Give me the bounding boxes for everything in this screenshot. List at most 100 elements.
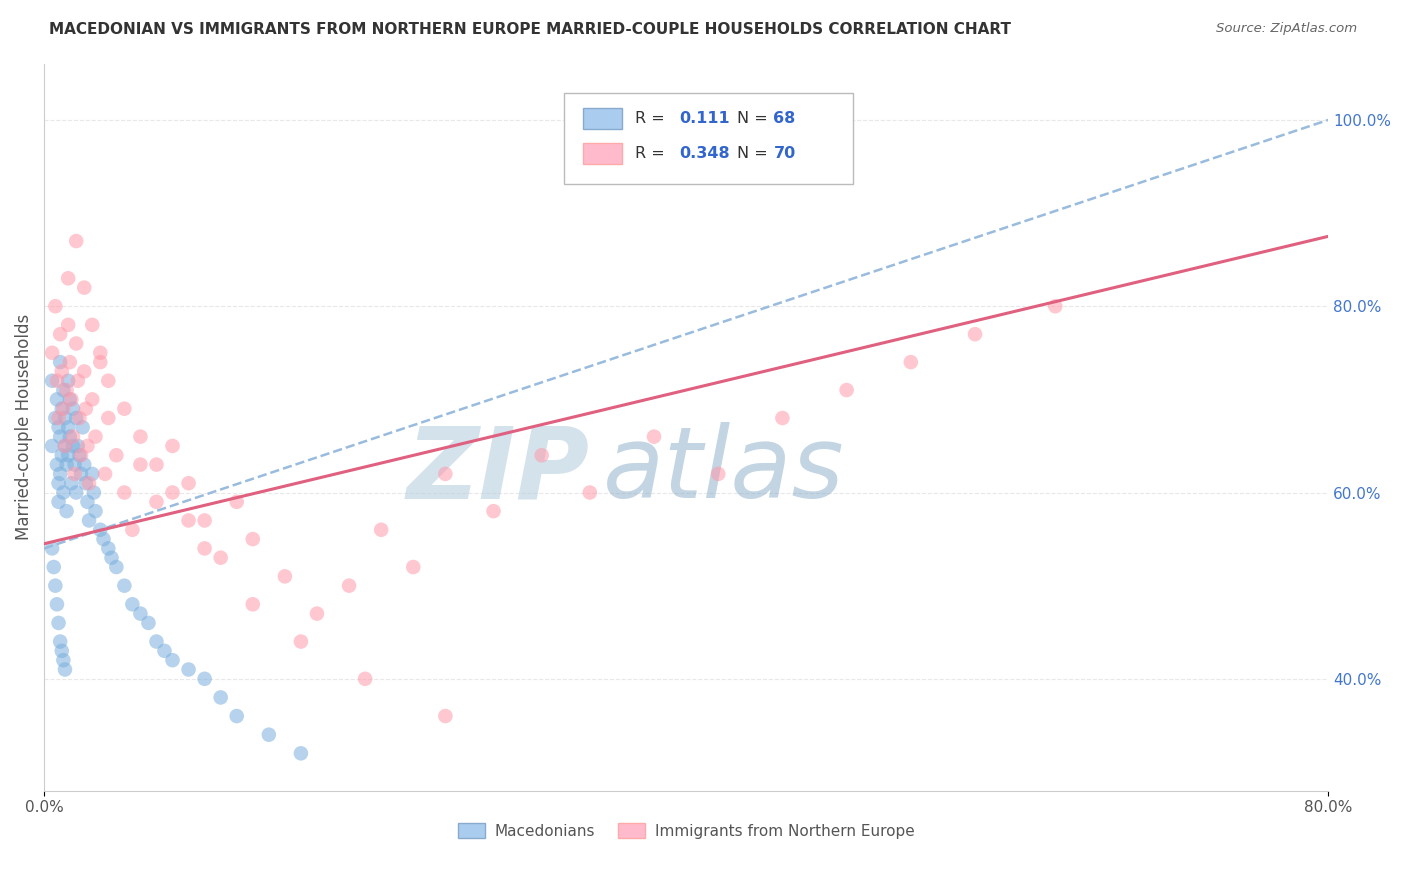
Point	[112, 401, 135, 416]
Point	[153, 644, 176, 658]
Point	[290, 747, 312, 761]
Point	[49, 467, 72, 481]
Point	[290, 634, 312, 648]
Point	[121, 597, 143, 611]
Point	[66, 374, 89, 388]
Text: 0.111: 0.111	[679, 111, 730, 126]
Point	[482, 504, 505, 518]
Point	[83, 485, 105, 500]
Y-axis label: Married-couple Households: Married-couple Households	[15, 314, 32, 541]
Point	[49, 634, 72, 648]
Point	[242, 532, 264, 546]
Point	[835, 383, 858, 397]
Point	[62, 439, 84, 453]
Point	[55, 504, 77, 518]
Point	[73, 458, 96, 472]
Point	[354, 672, 377, 686]
Text: atlas: atlas	[603, 423, 844, 519]
Point	[770, 411, 793, 425]
Point	[177, 513, 200, 527]
Point	[65, 234, 87, 248]
Point	[274, 569, 297, 583]
Point	[48, 476, 70, 491]
Text: R =: R =	[634, 146, 665, 161]
FancyBboxPatch shape	[583, 108, 621, 128]
Point	[65, 411, 87, 425]
Point	[53, 663, 76, 677]
Point	[55, 383, 77, 397]
Point	[53, 411, 76, 425]
Point	[177, 663, 200, 677]
Point	[97, 374, 120, 388]
Point	[89, 346, 111, 360]
Point	[49, 429, 72, 443]
Point	[225, 495, 247, 509]
Point	[75, 401, 97, 416]
FancyBboxPatch shape	[564, 93, 853, 184]
Point	[52, 485, 75, 500]
Point	[48, 615, 70, 630]
Point	[51, 644, 73, 658]
Point	[62, 429, 84, 443]
Point	[105, 448, 128, 462]
Point	[84, 504, 107, 518]
Point	[82, 392, 104, 407]
Point	[44, 411, 66, 425]
Point	[145, 634, 167, 648]
Point	[67, 448, 90, 462]
Point	[579, 485, 602, 500]
Point	[194, 541, 217, 556]
Point	[94, 467, 117, 481]
Point	[402, 560, 425, 574]
Point	[46, 458, 69, 472]
Point	[60, 392, 83, 407]
Point	[194, 513, 217, 527]
Point	[63, 467, 86, 481]
Point	[963, 327, 986, 342]
Text: N =: N =	[738, 111, 768, 126]
Point	[48, 495, 70, 509]
Point	[145, 495, 167, 509]
Point	[51, 364, 73, 378]
Point	[643, 429, 665, 443]
Point	[121, 523, 143, 537]
Point	[112, 485, 135, 500]
Point	[138, 615, 160, 630]
Point	[55, 458, 77, 472]
Point	[62, 401, 84, 416]
Point	[72, 420, 94, 434]
Point	[67, 411, 90, 425]
Point	[56, 374, 79, 388]
Point	[97, 411, 120, 425]
Point	[84, 429, 107, 443]
Point	[162, 485, 184, 500]
Point	[56, 420, 79, 434]
Point	[162, 439, 184, 453]
Point	[100, 550, 122, 565]
Point	[900, 355, 922, 369]
Point	[70, 467, 93, 481]
Point	[93, 532, 115, 546]
Point	[56, 318, 79, 332]
Point	[129, 607, 152, 621]
Point	[242, 597, 264, 611]
Point	[51, 401, 73, 416]
Point	[434, 467, 457, 481]
Point	[434, 709, 457, 723]
Point	[52, 401, 75, 416]
Text: 0.348: 0.348	[679, 146, 730, 161]
Point	[105, 560, 128, 574]
Point	[44, 299, 66, 313]
FancyBboxPatch shape	[583, 144, 621, 163]
Point	[77, 513, 100, 527]
Point	[44, 579, 66, 593]
Point	[52, 383, 75, 397]
Point	[77, 476, 100, 491]
Point	[48, 420, 70, 434]
Point	[112, 579, 135, 593]
Point	[530, 448, 553, 462]
Point	[194, 672, 217, 686]
Point	[177, 476, 200, 491]
Point	[42, 560, 65, 574]
Point	[41, 346, 63, 360]
